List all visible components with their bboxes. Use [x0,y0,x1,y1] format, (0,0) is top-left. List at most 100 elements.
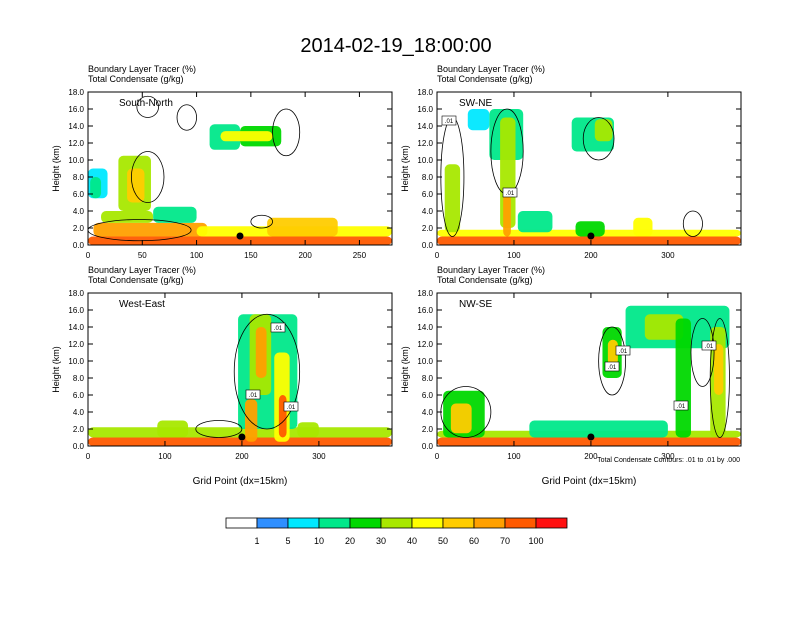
contour-value-label: .01 [677,404,686,410]
tracer-region [633,217,653,237]
y-tick-label: 14.0 [417,122,433,131]
cross-section-label: West-East [119,299,165,310]
y-tick-label: 18.0 [417,289,433,298]
y-tick-label: 18.0 [417,88,433,97]
contour-value-label: .01 [619,349,628,355]
y-tick-label: 6.0 [73,391,85,400]
tracer-region [517,211,553,233]
plot-area [437,108,741,245]
figure-title: 2014-02-19_18:00:00 [300,35,491,57]
tracer-region [594,119,613,142]
x-tick-label: 0 [86,251,91,260]
x-tick-label: 0 [86,452,91,461]
x-tick-label: 200 [584,452,598,461]
tracer-region [220,131,273,142]
colorbar-label: 20 [345,536,355,546]
x-tick-label: 200 [298,251,312,260]
y-tick-label: 4.0 [73,207,85,216]
y-tick-label: 6.0 [422,190,434,199]
panel-sn: 0 50 100 150 200 250 0.0 2.0 4.0 6.0 8.0 10.0 12.0 14… [51,64,393,260]
y-tick-label: 2.0 [422,425,434,434]
panel-header-condensate: Total Condensate (g/kg) [88,74,184,84]
y-tick-label: 0.0 [73,241,85,250]
colorbar-swatch [442,517,475,529]
tracer-region [157,420,189,438]
tracer-region [153,206,197,223]
tracer-region [675,318,691,438]
y-axis-label: Height (km) [400,346,410,393]
colorbar-swatch [318,517,351,529]
condensate-contour [709,318,730,438]
tracer-region [450,403,472,434]
tracer-region [267,217,338,237]
colorbar-swatch [256,517,289,529]
y-tick-label: 10.0 [68,156,84,165]
station-marker [236,232,244,240]
y-tick-label: 16.0 [417,105,433,114]
tracer-region [529,420,668,438]
panel-header-condensate: Total Condensate (g/kg) [437,275,533,285]
tracer-region [245,399,258,442]
y-tick-label: 14.0 [417,323,433,332]
y-tick-label: 8.0 [422,173,434,182]
tracer-region [93,222,208,237]
y-tick-label: 8.0 [73,173,85,182]
plot-frame [436,292,742,447]
tracer-region [278,395,287,438]
condensate-contour [233,313,301,430]
colorbar-label: 40 [407,536,417,546]
condensate-contour [131,151,165,203]
x-tick-label: 300 [661,452,675,461]
tracer-region [101,211,154,223]
panel-we: 0 100 200 300 0.0 2.0 4.0 6.0 8.0 10.0 12.0 14.0 16.… [51,265,393,487]
condensate-contour [136,95,159,118]
x-tick-label: 100 [190,251,204,260]
x-tick-label: 250 [353,251,367,260]
condensate-contour [195,420,243,438]
tracer-region [297,422,319,438]
contour-label-box [245,389,261,400]
tracer-region [127,168,145,203]
condensate-contour [582,117,615,161]
x-axis-label: Grid Point (dx=15km) [542,476,637,487]
tracer-region [644,314,684,340]
contour-value-label: .01 [287,405,296,411]
x-tick-label: 300 [661,251,675,260]
contour-footer-note: Total Condensate Contours: .01 to .01 by… [597,457,740,464]
y-tick-label: 12.0 [68,340,84,349]
contour-value-label: .01 [705,344,714,350]
y-tick-label: 0.0 [422,241,434,250]
contour-label-box [270,322,286,333]
y-tick-label: 2.0 [73,425,85,434]
condensate-contour [690,318,715,387]
y-tick-label: 8.0 [422,374,434,383]
panel-header-tracer: Boundary Layer Tracer (%) [437,265,545,275]
contour-value-label: .01 [506,191,515,197]
tracer-region [607,339,618,366]
y-tick-label: 16.0 [68,306,84,315]
plot-area [88,95,392,245]
x-tick-label: 50 [138,251,147,260]
condensate-contour [682,210,703,237]
condensate-contour [250,214,273,229]
station-marker [238,433,246,441]
x-tick-label: 100 [507,251,521,260]
plot-frame [87,292,393,447]
x-tick-label: 150 [244,251,258,260]
panel-swne: 0 100 200 300 0.0 2.0 4.0 6.0 8.0 10.0 12.0 14.0 16.… [400,64,742,260]
colorbar-label: 60 [469,536,479,546]
panels: 0 50 100 150 200 250 0.0 2.0 4.0 6.0 8.0 10.0 12.0 14… [51,64,742,487]
tracer-region [575,221,605,237]
x-tick-label: 0 [435,452,440,461]
contour-label-box [283,401,299,412]
y-tick-label: 0.0 [73,442,85,451]
cross-section-label: SW-NE [459,98,492,109]
contour-value-label: .01 [274,326,283,332]
x-tick-label: 300 [312,452,326,461]
contour-value-label: .01 [445,119,454,125]
colorbar-swatch [411,517,444,529]
colorbar: 1 5 10 20 30 40 50 60 70 100 [225,517,568,546]
panel-header-tracer: Boundary Layer Tracer (%) [88,265,196,275]
station-marker [587,232,595,240]
